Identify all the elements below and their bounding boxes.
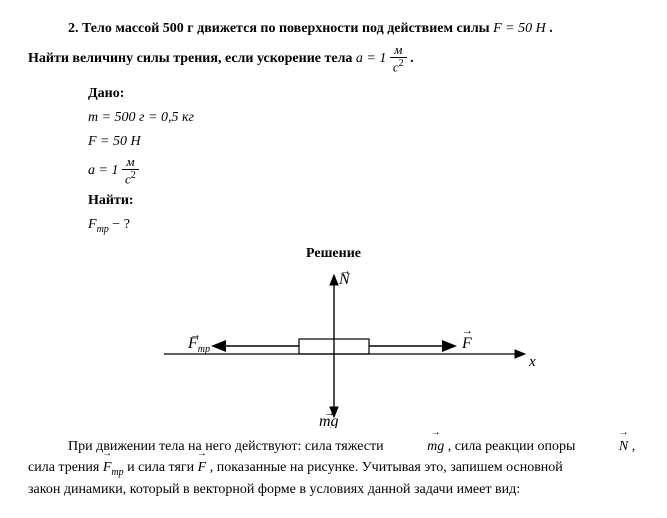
given-force: F = 50 H	[88, 131, 639, 152]
mg-label: mg	[319, 413, 339, 428]
problem-statement: 2. Тело массой 500 г движется по поверхн…	[28, 18, 639, 75]
solution-title: Решение	[28, 243, 639, 264]
force-diagram: → F → Fтр → N → mg x	[28, 266, 639, 428]
problem-text2: Найти величину силы трения, если ускорен…	[28, 51, 352, 66]
force-equation: F = 50 H	[493, 21, 546, 36]
exp-text1: При движении тела на него действуют: сил…	[68, 439, 387, 454]
exp-text4: , показанные на рисунке. Учитывая это, з…	[206, 460, 563, 475]
exp-mg: mg	[387, 436, 444, 457]
exp-text2: сила трения	[28, 460, 103, 475]
accel-eq: a = 1	[356, 51, 390, 66]
find-var: Fтр − ?	[88, 214, 639, 237]
given-title: Дано:	[88, 83, 639, 104]
exp-Ftr-sub: тр	[111, 466, 123, 477]
exp-N: N	[579, 436, 628, 457]
exp-c2: ,	[628, 439, 635, 454]
force-F-text: F	[461, 335, 472, 352]
exp-Ftr: F	[103, 457, 112, 478]
explanation-paragraph: При движении тела на него действуют: сил…	[28, 436, 639, 501]
exp-c1: , сила реакции опоры	[444, 439, 579, 454]
exp-F: F	[198, 457, 207, 478]
period: .	[549, 21, 553, 36]
given-accel: a = 1 мс2	[88, 155, 639, 187]
period2: .	[410, 51, 414, 66]
N-label: N	[338, 271, 351, 288]
exp-text5: закон динамики, который в векторной форм…	[28, 479, 639, 500]
diagram-svg: → F → Fтр → N → mg x	[124, 266, 544, 428]
given-section: Дано: m = 500 г = 0,5 кг F = 50 H a = 1 …	[88, 83, 639, 237]
accel-unit: мс2	[390, 43, 407, 75]
given-mass: m = 500 г = 0,5 кг	[88, 107, 639, 128]
problem-number: 2.	[68, 21, 79, 36]
find-title: Найти:	[88, 190, 639, 211]
x-axis-label: x	[528, 354, 536, 370]
exp-text3: и сила тяги	[124, 460, 198, 475]
problem-text1: Тело массой 500 г движется по поверхност…	[82, 21, 490, 36]
